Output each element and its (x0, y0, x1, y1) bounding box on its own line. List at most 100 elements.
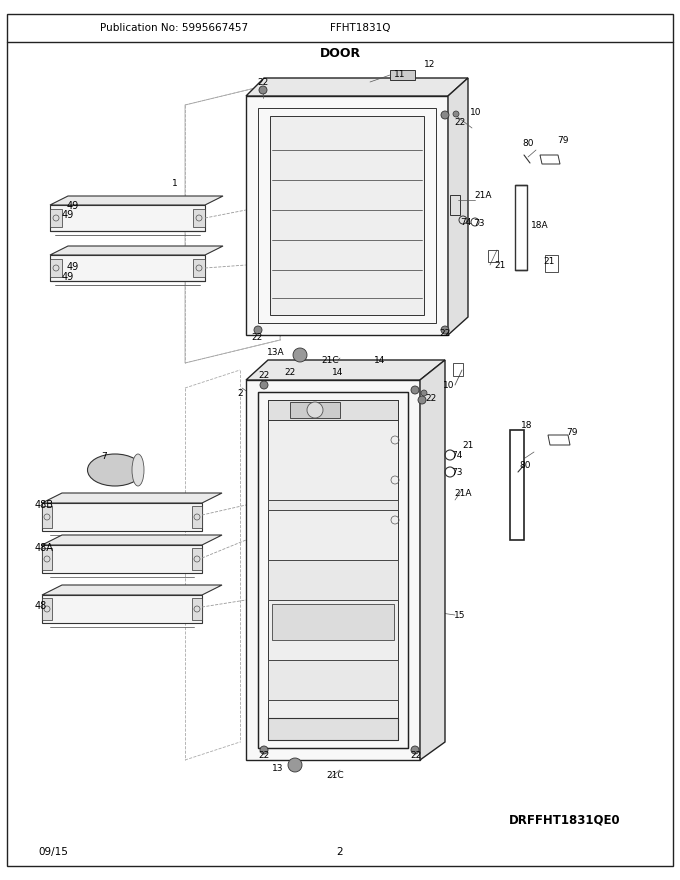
Polygon shape (270, 116, 424, 315)
Text: 73: 73 (452, 467, 463, 476)
Text: 22: 22 (284, 368, 296, 377)
Polygon shape (193, 259, 205, 277)
Polygon shape (192, 598, 202, 620)
Polygon shape (42, 503, 202, 531)
Text: 21: 21 (543, 256, 555, 266)
Text: 48A: 48A (35, 543, 54, 553)
Text: 14: 14 (333, 368, 343, 377)
Text: 49: 49 (62, 210, 74, 220)
Circle shape (411, 386, 419, 394)
Circle shape (421, 390, 427, 396)
Text: 48: 48 (35, 601, 47, 611)
Text: 22: 22 (252, 333, 262, 341)
Circle shape (260, 746, 268, 754)
Polygon shape (246, 78, 468, 96)
Circle shape (260, 381, 268, 389)
Polygon shape (268, 400, 398, 740)
Ellipse shape (88, 454, 143, 486)
Text: 7: 7 (101, 451, 107, 460)
Circle shape (453, 111, 459, 117)
Text: 79: 79 (566, 428, 578, 436)
Text: 73: 73 (473, 218, 485, 228)
Polygon shape (42, 595, 202, 623)
Text: 13A: 13A (267, 348, 285, 356)
Text: 21A: 21A (454, 488, 472, 497)
Text: DOOR: DOOR (320, 47, 360, 60)
Text: 21A: 21A (474, 190, 492, 200)
Polygon shape (390, 70, 415, 80)
Text: 21C: 21C (326, 771, 344, 780)
Polygon shape (246, 380, 420, 760)
Polygon shape (272, 604, 394, 640)
Text: 09/15: 09/15 (38, 847, 68, 857)
Circle shape (441, 326, 449, 334)
Polygon shape (42, 548, 52, 570)
Text: 21C: 21C (321, 356, 339, 364)
Circle shape (441, 111, 449, 119)
Text: 10: 10 (471, 107, 481, 116)
Polygon shape (50, 209, 62, 227)
Polygon shape (50, 205, 205, 231)
Text: 49: 49 (67, 201, 80, 211)
Polygon shape (50, 255, 205, 281)
Polygon shape (42, 598, 52, 620)
Polygon shape (420, 360, 445, 760)
Text: 2: 2 (337, 847, 343, 857)
Text: 14: 14 (374, 356, 386, 364)
Text: 11: 11 (394, 70, 406, 78)
Circle shape (418, 396, 426, 404)
Text: DRFFHT1831QE0: DRFFHT1831QE0 (509, 813, 621, 826)
Ellipse shape (132, 454, 144, 486)
Text: 2: 2 (237, 388, 243, 398)
Text: 74: 74 (452, 451, 462, 459)
Text: 18: 18 (522, 421, 532, 429)
Circle shape (288, 758, 302, 772)
Polygon shape (192, 548, 202, 570)
Text: 74: 74 (460, 217, 472, 226)
Circle shape (307, 402, 323, 418)
Text: 79: 79 (557, 136, 568, 144)
Text: 22: 22 (410, 751, 422, 759)
Text: 49: 49 (62, 272, 74, 282)
Text: 22: 22 (258, 370, 270, 379)
Text: 22: 22 (454, 118, 466, 127)
Text: 22: 22 (258, 751, 270, 759)
Text: FFHT1831Q: FFHT1831Q (330, 23, 390, 33)
Text: 49: 49 (67, 262, 80, 272)
Polygon shape (268, 718, 398, 740)
Polygon shape (268, 500, 398, 510)
Text: 22: 22 (439, 328, 451, 338)
Circle shape (259, 86, 267, 94)
Text: 12: 12 (424, 60, 436, 69)
Polygon shape (42, 545, 202, 573)
Text: Publication No: 5995667457: Publication No: 5995667457 (100, 23, 248, 33)
Text: 10: 10 (443, 380, 455, 390)
Polygon shape (268, 400, 398, 420)
Text: 13: 13 (272, 764, 284, 773)
Polygon shape (268, 660, 398, 700)
Circle shape (135, 467, 141, 473)
Polygon shape (42, 506, 52, 528)
Polygon shape (42, 493, 222, 503)
Polygon shape (50, 246, 223, 255)
Text: 22: 22 (257, 77, 269, 86)
Text: 80: 80 (522, 138, 534, 148)
Polygon shape (192, 506, 202, 528)
Polygon shape (42, 535, 222, 545)
Circle shape (293, 348, 307, 362)
Text: 1: 1 (172, 179, 178, 187)
Circle shape (254, 326, 262, 334)
Polygon shape (246, 360, 445, 380)
Text: 22: 22 (426, 393, 437, 402)
Polygon shape (50, 196, 223, 205)
Polygon shape (50, 259, 62, 277)
Polygon shape (246, 96, 448, 335)
Text: 48B: 48B (35, 500, 54, 510)
Polygon shape (42, 585, 222, 595)
Text: 21: 21 (494, 260, 506, 269)
Text: 80: 80 (520, 460, 531, 470)
Polygon shape (193, 209, 205, 227)
Text: 15: 15 (454, 611, 466, 620)
Polygon shape (290, 402, 340, 418)
Polygon shape (448, 78, 468, 335)
